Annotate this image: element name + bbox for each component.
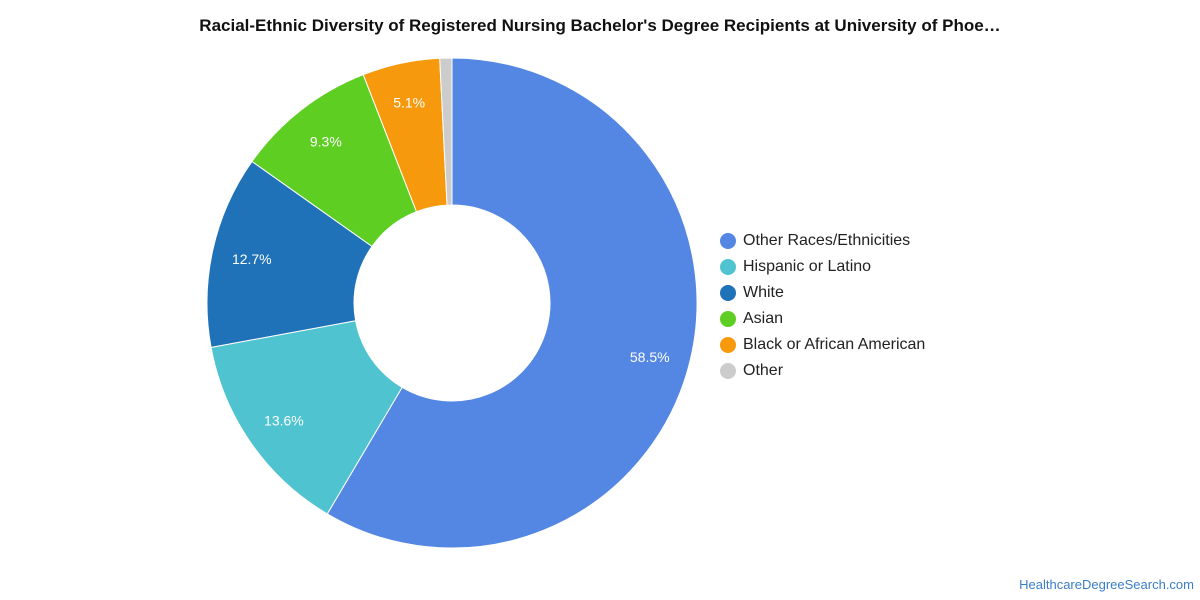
legend-label: Asian: [743, 310, 784, 327]
pie-slice-other-races-ethnicities[interactable]: [326, 57, 698, 549]
source-link[interactable]: HealthcareDegreeSearch.com: [1019, 577, 1194, 592]
pie-slice-hispanic-or-latino[interactable]: [210, 320, 403, 515]
pie-slice-white[interactable]: [206, 160, 373, 348]
legend-label: White: [743, 284, 784, 301]
legend-item-asian[interactable]: Asian: [720, 306, 925, 332]
legend-item-black-or-african-american[interactable]: Black or African American: [720, 332, 925, 358]
legend-item-white[interactable]: White: [720, 280, 925, 306]
slice-label: 58.5%: [630, 349, 670, 365]
pie-slice-other[interactable]: [439, 57, 453, 206]
legend-swatch-icon: [720, 311, 736, 327]
legend-swatch-icon: [720, 259, 736, 275]
legend-label: Hispanic or Latino: [743, 258, 872, 275]
legend-item-other[interactable]: Other: [720, 358, 925, 384]
slice-label: 12.7%: [232, 251, 272, 267]
legend-item-other-races-ethnicities[interactable]: Other Races/Ethnicities: [720, 228, 925, 254]
slice-label: 5.1%: [393, 95, 425, 111]
legend-item-hispanic-or-latino[interactable]: Hispanic or Latino: [720, 254, 925, 280]
legend-swatch-icon: [720, 233, 736, 249]
legend-swatch-icon: [720, 363, 736, 379]
legend-label: Other Races/Ethnicities: [743, 232, 911, 249]
legend-label: Other: [743, 362, 784, 379]
chart-legend: Other Races/Ethnicities Hispanic or Latin…: [720, 228, 925, 384]
legend-swatch-icon: [720, 285, 736, 301]
legend-label: Black or African American: [743, 336, 926, 353]
slice-label: 9.3%: [310, 133, 342, 149]
slice-label: 13.6%: [264, 412, 304, 428]
legend-swatch-icon: [720, 337, 736, 353]
chart-title: Racial-Ethnic Diversity of Registered Nu…: [199, 16, 1001, 35]
